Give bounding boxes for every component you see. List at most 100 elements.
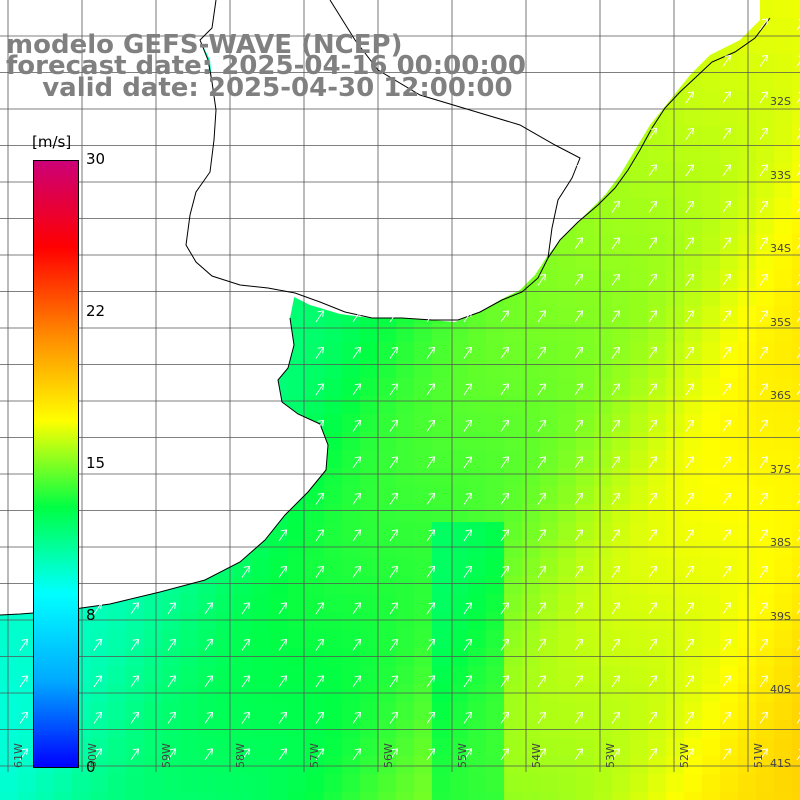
field-cell (594, 486, 612, 504)
field-cell (612, 504, 630, 522)
wind-arrow (648, 638, 658, 651)
latitude-label: 39S (770, 609, 791, 623)
field-cell (0, 792, 18, 800)
field-cell (450, 414, 468, 432)
wind-arrow (574, 602, 584, 615)
field-cell (342, 702, 360, 720)
field-cell (558, 486, 576, 504)
forecast-date: forecast date: 2025-04-16 00:00:00 (6, 51, 526, 81)
field-cell (396, 774, 414, 792)
field-cell (324, 738, 342, 756)
wind-arrow (389, 346, 399, 359)
field-cell (378, 486, 396, 504)
wind-arrow (463, 456, 473, 469)
wind-arrow (574, 711, 584, 724)
field-cell (288, 504, 306, 522)
wind-arrow (315, 419, 325, 432)
field-cell (756, 792, 774, 800)
field-cell (504, 612, 522, 630)
field-cell (648, 648, 666, 666)
field-cell (144, 738, 162, 756)
field-cell (630, 324, 648, 342)
field-cell (702, 666, 720, 684)
longitude-label: 60W (86, 743, 99, 768)
field-cell (0, 720, 18, 738)
field-cell (522, 702, 540, 720)
field-cell (648, 774, 666, 792)
field-cell (558, 756, 576, 774)
field-cell (126, 774, 144, 792)
field-cell (396, 648, 414, 666)
field-cell (666, 486, 684, 504)
field-cell (486, 324, 504, 342)
field-cell (594, 522, 612, 540)
field-cell (720, 306, 738, 324)
field-cell (774, 504, 792, 522)
wind-arrow (204, 675, 214, 688)
wind-arrow (426, 675, 436, 688)
field-cell (234, 666, 252, 684)
field-cell (720, 522, 738, 540)
field-cell (468, 540, 486, 558)
field-cell (522, 558, 540, 576)
field-cell (630, 288, 648, 306)
field-cell (522, 306, 540, 324)
wind-arrow (611, 565, 621, 578)
field-cell (702, 414, 720, 432)
field-cell (648, 756, 666, 774)
field-cell (756, 648, 774, 666)
field-cell (414, 720, 432, 738)
field-cell (720, 252, 738, 270)
wind-arrow (463, 675, 473, 688)
field-cell (486, 540, 504, 558)
field-cell (90, 612, 108, 630)
field-cell (684, 774, 702, 792)
field-cell (774, 180, 792, 198)
field-cell (342, 612, 360, 630)
field-cell (324, 540, 342, 558)
field-cell (288, 594, 306, 612)
wind-arrow (426, 529, 436, 542)
field-cell (702, 522, 720, 540)
field-cell (630, 666, 648, 684)
field-cell (288, 576, 306, 594)
field-cell (648, 666, 666, 684)
field-cell (504, 522, 522, 540)
longitude-label: 51W (752, 743, 765, 768)
field-cell (504, 594, 522, 612)
wind-arrow (759, 419, 769, 432)
field-cell (774, 702, 792, 720)
field-cell (450, 576, 468, 594)
field-cell (522, 324, 540, 342)
field-cell (756, 198, 774, 216)
field-cell (414, 756, 432, 774)
wind-arrow (648, 602, 658, 615)
wind-arrow (352, 419, 362, 432)
field-cell (756, 396, 774, 414)
field-cell (522, 594, 540, 612)
field-cell (774, 540, 792, 558)
wind-arrow (426, 492, 436, 505)
field-cell (774, 18, 792, 36)
wind-arrow (722, 200, 732, 213)
field-cell (702, 270, 720, 288)
field-cell (414, 324, 432, 342)
field-cell (594, 306, 612, 324)
field-cell (234, 774, 252, 792)
field-cell (396, 630, 414, 648)
field-cell (234, 648, 252, 666)
wind-arrow (426, 565, 436, 578)
field-cell (738, 270, 756, 288)
field-cell (450, 396, 468, 414)
field-cell (558, 720, 576, 738)
field-cell (630, 558, 648, 576)
field-cell (540, 666, 558, 684)
wind-arrow (315, 346, 325, 359)
field-cell (792, 144, 800, 162)
field-cell (648, 504, 666, 522)
field-cell (270, 558, 288, 576)
field-cell (756, 540, 774, 558)
field-cell (576, 468, 594, 486)
field-cell (396, 324, 414, 342)
field-cell (630, 648, 648, 666)
